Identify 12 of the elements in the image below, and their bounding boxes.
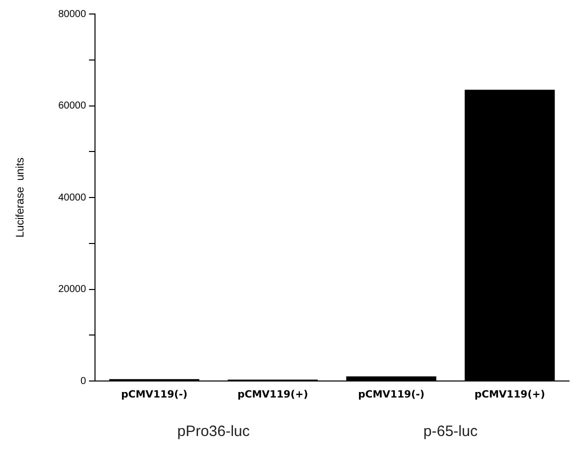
y-tick-label: 20000 — [58, 284, 86, 295]
y-axis-title: Luciferase units — [14, 156, 27, 238]
text: p-65-luc — [423, 423, 478, 440]
x-tick-label: pCMV119(-) — [121, 390, 188, 401]
y-tick-label: 0 — [80, 376, 86, 387]
y-tick-label: 60000 — [58, 100, 86, 112]
text: pPro36-luc — [177, 423, 250, 440]
x-tick-label: pCMV119(+) — [474, 390, 546, 401]
y-tick-label: 80000 — [58, 8, 86, 20]
y-tick-label: 40000 — [58, 192, 86, 204]
x-tick-label: pCMV119(-) — [358, 390, 424, 401]
x-tick-label: pCMV119(+) — [237, 390, 308, 401]
